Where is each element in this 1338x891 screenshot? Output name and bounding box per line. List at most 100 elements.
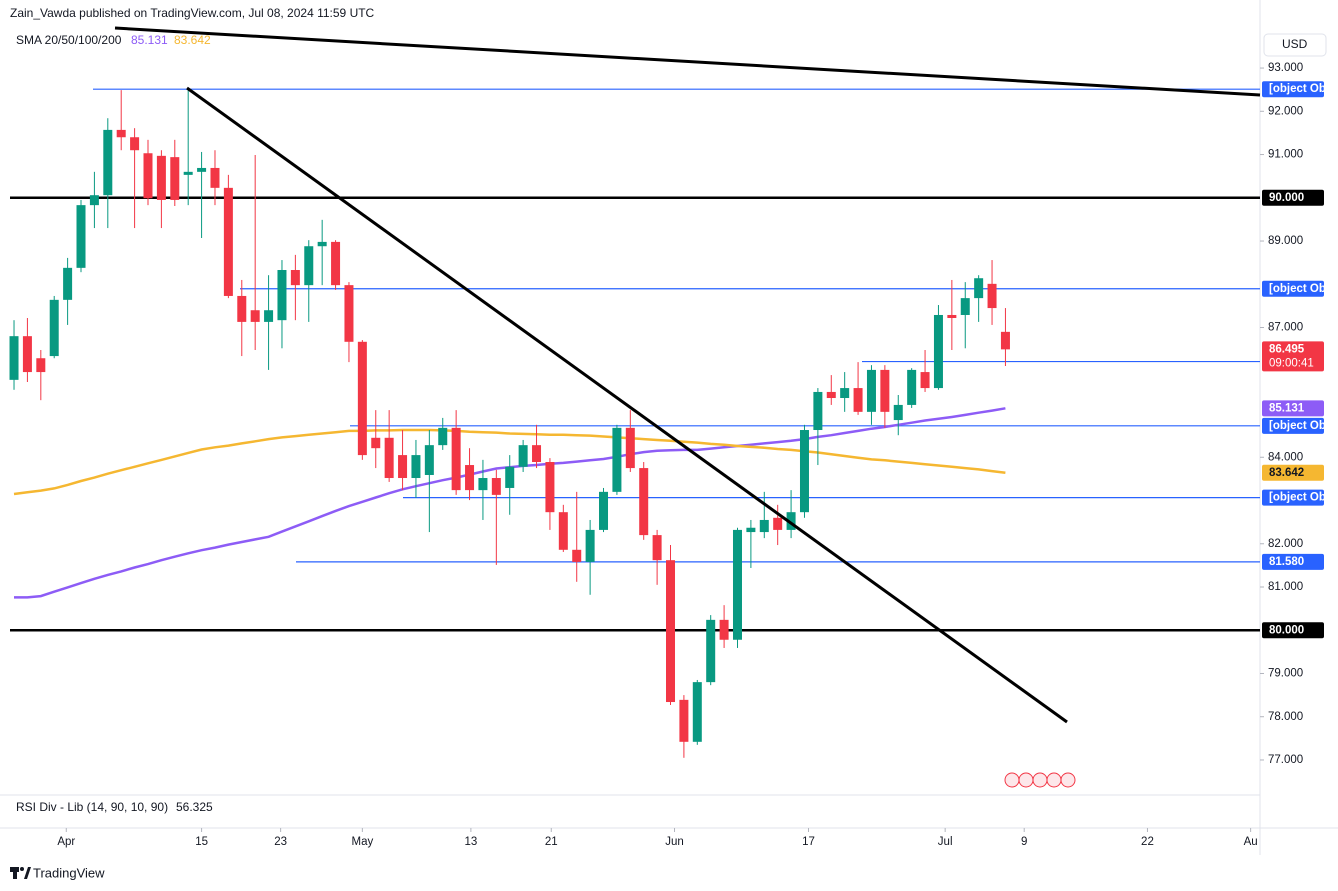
candle-body	[22, 336, 32, 373]
candle-body	[880, 369, 890, 412]
y-tick-label: 89.000	[1268, 235, 1303, 247]
candle-body	[799, 430, 809, 513]
x-tick-label: 21	[545, 836, 558, 848]
x-tick-label: Jun	[665, 836, 684, 848]
logo-part	[10, 867, 19, 872]
candle-body	[210, 167, 220, 188]
price-tag	[1262, 400, 1324, 417]
candle-body	[223, 187, 233, 296]
candle-body	[465, 465, 475, 491]
y-tick-label: 81.000	[1268, 581, 1303, 593]
candle-body	[759, 519, 769, 533]
price-tag-label: [object Object]	[1269, 83, 1338, 95]
candle-body	[317, 241, 327, 247]
candle-body	[264, 310, 274, 322]
candle-body	[290, 270, 300, 286]
currency-box[interactable]	[1263, 33, 1327, 57]
price-tag	[1262, 622, 1324, 639]
indicator-value: 83.642	[174, 33, 211, 47]
price-tags: [object Object] 90.000 [object Object] [obj…	[1262, 81, 1338, 639]
candle-body	[451, 427, 461, 491]
event-icon[interactable]	[1060, 772, 1076, 788]
event-icon[interactable]	[1046, 772, 1062, 788]
currency: USD	[1282, 37, 1308, 51]
candle-body	[545, 462, 555, 513]
y-tick-label: 87.000	[1268, 322, 1303, 334]
candle-body	[907, 369, 917, 405]
price-tag-label: 90.000	[1269, 192, 1304, 204]
x-tick-label: 17	[802, 836, 815, 848]
candle-body	[63, 267, 73, 300]
candle-body	[277, 270, 287, 321]
candle-body	[170, 157, 180, 200]
candle-body	[987, 283, 997, 309]
candle-body	[893, 404, 903, 421]
price-tag-label: [object Object]	[1269, 420, 1338, 432]
candle-body	[197, 167, 207, 172]
candle-body	[89, 195, 99, 206]
candle-body	[826, 391, 836, 399]
candle-body	[532, 445, 542, 463]
price-tag	[1262, 81, 1324, 98]
logo	[10, 867, 31, 879]
candle-body	[599, 491, 609, 530]
x-tick-label: May	[351, 836, 373, 848]
candle-body	[398, 455, 408, 479]
price-tag	[1262, 189, 1324, 206]
candle-body	[679, 699, 689, 742]
candle-body	[773, 517, 783, 530]
x-tick-label: 13	[464, 836, 477, 848]
price-tag	[1262, 553, 1324, 570]
candle-body	[732, 529, 742, 640]
candle-body	[384, 437, 394, 479]
price-tag-label: 85.131	[1269, 402, 1305, 414]
candle-body	[960, 298, 970, 315]
candle-body	[840, 388, 850, 399]
event-icon[interactable]	[1032, 772, 1048, 788]
candle-body	[920, 372, 930, 389]
candle-body	[36, 358, 46, 373]
candle-body	[250, 310, 260, 322]
candle-body	[49, 299, 59, 357]
price-tag-label: [object Object]	[1269, 492, 1338, 504]
x-tick-label: 22	[1141, 836, 1154, 848]
price-tag	[1262, 341, 1324, 372]
candle-body	[331, 241, 341, 286]
logo-part	[24, 867, 31, 879]
candle-body	[692, 682, 702, 742]
x-tick-label: Au	[1244, 836, 1258, 848]
candle-body	[706, 619, 716, 683]
y-tick-label: 91.000	[1268, 149, 1303, 161]
y-tick-label: 77.000	[1268, 754, 1303, 766]
candle-body	[116, 129, 126, 138]
price-tag	[1262, 464, 1324, 481]
candle-body	[612, 427, 622, 492]
indicator-name: SMA 20/50/100/200	[16, 33, 122, 47]
candle-body	[237, 295, 247, 322]
x-tick-label: Apr	[57, 836, 75, 848]
brand: TradingView	[33, 865, 105, 880]
event-icon[interactable]	[1018, 772, 1034, 788]
trendline	[186, 86, 1068, 724]
price-tag	[1262, 489, 1324, 506]
lower-pane-value: 56.325	[176, 800, 213, 814]
y-tick-label: 93.000	[1268, 62, 1303, 74]
price-tag	[1262, 417, 1324, 434]
x-tick-label: 9	[1021, 836, 1027, 848]
candle-body	[853, 388, 863, 412]
candle-body	[344, 285, 354, 342]
y-tick-label: 92.000	[1268, 105, 1303, 117]
candle-body	[719, 619, 729, 640]
candle-body	[156, 155, 166, 200]
y-tick-label: 79.000	[1268, 668, 1303, 680]
price-tag-label: 86.495	[1269, 343, 1305, 355]
lower-pane-name: RSI Div - Lib (14, 90, 10, 90)	[16, 800, 168, 814]
candle-body	[9, 336, 19, 380]
candle-body	[866, 369, 876, 412]
candle-body	[666, 560, 676, 703]
candle-body	[933, 314, 943, 389]
logo-part	[13, 872, 17, 879]
event-icon[interactable]	[1004, 772, 1020, 788]
